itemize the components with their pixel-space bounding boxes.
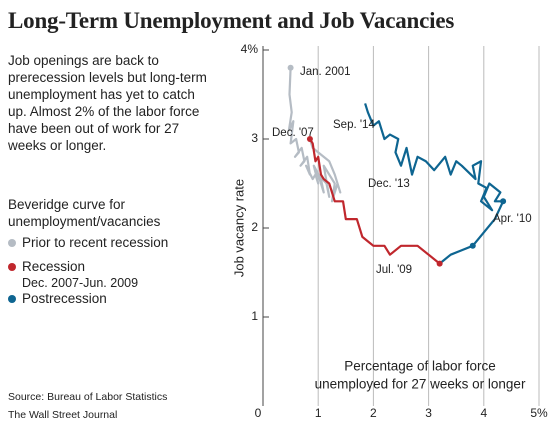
x-tick-label: 5% (530, 406, 548, 420)
x-tick-label: 2 (370, 406, 377, 420)
point-marker (436, 260, 443, 267)
title: Long-Term Unemployment and Job Vacancies (8, 8, 455, 33)
x-axis-label: unemployed for 27 weeks or longer (315, 377, 526, 392)
legend-title: Beveridge curve for unemployment/vacanci… (8, 197, 161, 229)
legend-swatch (8, 239, 16, 247)
legend-sublabel: Dec. 2007-Jun. 2009 (22, 276, 139, 290)
source: Source: Bureau of Labor Statistics The W… (8, 388, 167, 424)
series-line (308, 138, 441, 265)
annotation: Jan. 2001 (300, 66, 351, 78)
annotation: Jul. '09 (376, 264, 412, 276)
y-tick-label: 1 (251, 309, 258, 323)
y-axis-label: Job vacancy rate (231, 179, 246, 277)
point-marker (500, 198, 507, 205)
annotation: Dec. '13 (368, 178, 410, 190)
x-tick-label: 0 (255, 406, 262, 420)
y-tick-label: 3 (251, 131, 258, 145)
legend-item: Postrecession (8, 290, 107, 307)
annotation: Sep. '14 (333, 119, 375, 131)
point-marker (306, 136, 313, 142)
y-tick-label: 4% (241, 42, 259, 56)
series-line (287, 67, 342, 203)
source-line: Source: Bureau of Labor Statistics (8, 391, 168, 403)
legend-swatch (8, 295, 16, 303)
x-tick-label: 4 (480, 406, 487, 420)
legend-swatch (8, 263, 16, 271)
y-tick-label: 2 (251, 220, 258, 234)
annotation: Dec. '07 (272, 127, 314, 139)
series-line (364, 103, 505, 265)
point-marker (287, 64, 294, 71)
legend-label: Prior to recent recession (22, 235, 169, 250)
x-axis-label: Percentage of labor force (344, 359, 496, 374)
legend-item: Recession Dec. 2007-Jun. 2009 (8, 258, 138, 292)
legend-label: Postrecession (22, 291, 107, 306)
x-tick-label: 1 (315, 406, 322, 420)
description: Job openings are back to prerecession le… (8, 53, 207, 153)
source-line: The Wall Street Journal (8, 409, 118, 421)
point-marker (469, 242, 476, 249)
legend-label: Recession (22, 259, 86, 274)
x-tick-label: 3 (425, 406, 432, 420)
annotation: Apr. '10 (493, 213, 532, 225)
legend-item: Prior to recent recession (8, 234, 168, 251)
